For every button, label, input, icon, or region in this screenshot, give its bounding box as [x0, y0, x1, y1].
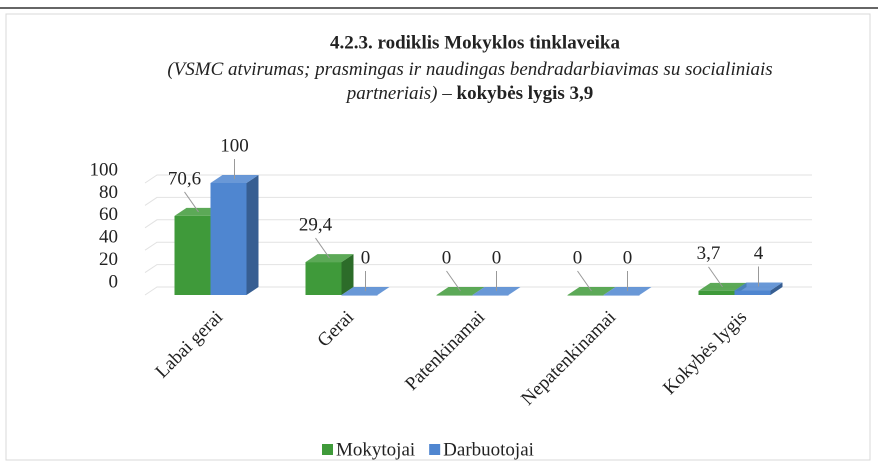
subtitle: (VSMC atvirumas; prasmingas ir naudingas… [150, 58, 790, 106]
x-tick-label: Gerai [313, 307, 358, 352]
grid-line [144, 196, 812, 206]
data-label: 3,7 [697, 243, 721, 264]
bar-front [734, 290, 771, 295]
bar-side [246, 175, 259, 295]
y-tick-label: 100 [90, 159, 119, 180]
y-tick-label: 0 [109, 271, 119, 292]
data-label: 100 [220, 135, 249, 156]
y-tick-label: 80 [99, 182, 118, 203]
grid-line [144, 219, 812, 229]
y-tick-label: 60 [99, 204, 118, 225]
bar [210, 175, 259, 295]
chart-title: 4.2.3. rodiklis Mokyklos tinklaveika [330, 32, 620, 53]
data-label: 0 [492, 247, 502, 268]
legend-label: Darbuotojai [443, 439, 534, 460]
bar-front [603, 295, 640, 296]
leader-line [446, 270, 461, 292]
bar-front [567, 295, 604, 296]
y-tick-label: 20 [99, 249, 118, 270]
bar-side [770, 282, 783, 295]
bar-side [341, 254, 354, 295]
subtitle-bold: kokybės lygis 3,9 [456, 83, 594, 104]
legend-label: Mokytojai [336, 439, 415, 460]
bar-front [305, 262, 342, 295]
data-label: 0 [573, 247, 583, 268]
x-tick-label: Patenkinamai [401, 307, 489, 395]
x-tick-label: Nepatenkinamai [517, 307, 620, 410]
subtitle-italic: (VSMC atvirumas; prasmingas ir naudingas… [167, 59, 773, 104]
data-label: 4 [754, 243, 764, 264]
bar-front [698, 290, 735, 295]
bar-front [341, 295, 378, 296]
bar [305, 254, 354, 295]
legend-swatch [322, 444, 333, 455]
leader-line [315, 237, 330, 259]
leader-line [577, 270, 592, 292]
x-tick-label: Kokybės lygis [659, 307, 751, 399]
bar-front [210, 183, 247, 295]
leader-line [184, 191, 199, 213]
grid-line [144, 264, 812, 274]
leader-line [708, 266, 723, 288]
data-label: 0 [442, 247, 452, 268]
bar-front [174, 215, 211, 295]
subtitle-box: (VSMC atvirumas; prasmingas ir naudingas… [150, 58, 790, 106]
y-tick-label: 40 [99, 227, 118, 248]
x-tick-label: Labai gerai [151, 307, 227, 383]
data-label: 29,4 [299, 214, 333, 235]
chart-frame [5, 13, 871, 461]
data-label: 70,6 [168, 168, 201, 189]
legend-swatch [429, 444, 441, 455]
bar-front [472, 295, 509, 296]
grid-line [144, 241, 812, 251]
data-label: 0 [361, 247, 371, 268]
grid-line [144, 174, 812, 184]
bar-front [436, 295, 473, 296]
data-label: 0 [623, 247, 633, 268]
